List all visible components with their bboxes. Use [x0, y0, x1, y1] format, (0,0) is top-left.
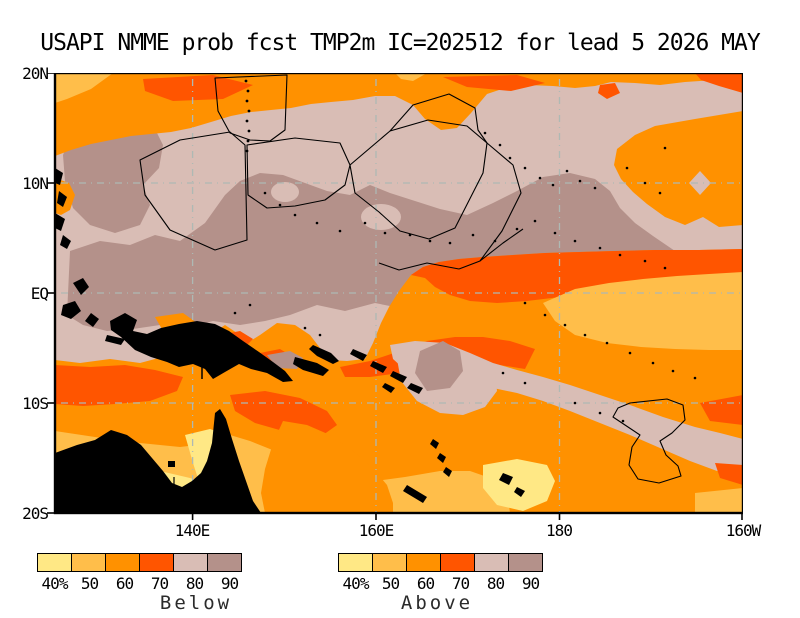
legend-value: 60	[416, 574, 435, 593]
lon-label-160w: 160W	[725, 521, 762, 540]
eez-boundaries	[139, 74, 686, 484]
lat-label-10s: 10S	[22, 394, 49, 413]
legend-swatch	[71, 553, 106, 572]
legend-above: 40% 50 60 70 80 90	[338, 553, 548, 593]
legend-swatch	[37, 553, 72, 572]
lat-label-20n: 20N	[22, 64, 49, 83]
legend-swatch	[474, 553, 509, 572]
legend-swatch	[139, 553, 174, 572]
legend-value: 40%	[41, 574, 69, 593]
legend-value: 50	[381, 574, 400, 593]
legend-swatch	[338, 553, 373, 572]
coastlines	[55, 168, 525, 513]
legend-swatch	[508, 553, 543, 572]
legend-value: 80	[185, 574, 204, 593]
legend-value: 50	[80, 574, 99, 593]
legend-value: 70	[451, 574, 470, 593]
lon-label-140e: 140E	[174, 521, 211, 540]
legend-swatch	[440, 553, 475, 572]
legend-value: 70	[150, 574, 169, 593]
legend-below-swatches	[37, 553, 247, 572]
lat-label-20s: 20S	[22, 504, 49, 523]
legend-value: 80	[486, 574, 505, 593]
lon-label-160e: 160E	[358, 521, 395, 540]
chart-title: USAPI NMME prob fcst TMP2m IC=202512 for…	[40, 30, 760, 56]
legend-above-caption: Above	[400, 592, 474, 614]
legend-above-values: 40% 50 60 70 80 90	[338, 574, 548, 593]
legend-swatch	[207, 553, 242, 572]
legend-below: 40% 50 60 70 80 90	[37, 553, 247, 593]
lat-label-10n: 10N	[22, 174, 49, 193]
lat-label-eq: EQ	[30, 284, 49, 303]
legend-swatch	[372, 553, 407, 572]
axis-ticks	[47, 73, 743, 520]
map-frame	[47, 73, 743, 520]
legend-above-swatches	[338, 553, 548, 572]
gridlines	[55, 73, 743, 513]
legend-value: 40%	[342, 574, 370, 593]
forecast-map	[47, 73, 743, 520]
legend-swatch	[406, 553, 441, 572]
lon-label-180: 180	[546, 521, 573, 540]
legend-value: 90	[220, 574, 239, 593]
legend-below-values: 40% 50 60 70 80 90	[37, 574, 247, 593]
legend-value: 60	[115, 574, 134, 593]
legend-swatch	[105, 553, 140, 572]
island-specks	[233, 79, 697, 423]
legend-swatch	[173, 553, 208, 572]
legend-value: 90	[521, 574, 540, 593]
legend-below-caption: Below	[159, 592, 233, 614]
